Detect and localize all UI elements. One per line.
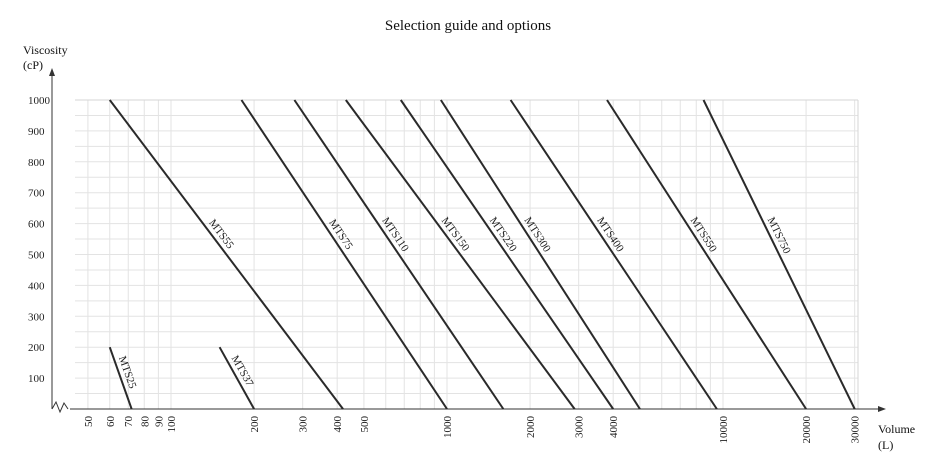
y-tick-label: 200	[28, 342, 45, 354]
series-line-mts55	[108, 99, 344, 410]
series-line-mts750	[702, 99, 856, 410]
x-tick-label: 3000	[574, 416, 586, 439]
series-line-mts75	[240, 99, 448, 410]
x-tick-label: 400	[332, 416, 344, 433]
y-axis-label-line-1: Viscosity	[23, 43, 68, 57]
x-axis-label-line-2: (L)	[878, 438, 894, 452]
x-tick-label: 200	[249, 416, 261, 433]
x-tick-label: 50	[83, 416, 95, 428]
x-tick-label: 20000	[801, 416, 813, 444]
x-axis-arrow-icon	[878, 406, 886, 412]
y-tick-label: 300	[28, 311, 45, 323]
x-tick-label: 10000	[718, 416, 730, 444]
x-tick-label: 30000	[850, 416, 862, 444]
y-tick-label: 900	[28, 126, 45, 138]
series-line-mts25	[108, 346, 133, 410]
series-line-mts300	[440, 99, 641, 410]
x-tick-label: 1000	[442, 416, 454, 439]
x-tick-label: 70	[123, 416, 135, 428]
grid	[75, 99, 859, 410]
x-tick-label: 2000	[525, 416, 537, 439]
y-tick-label: 500	[28, 250, 45, 262]
y-tick-label: 800	[28, 157, 45, 169]
y-axis-label: Viscosity (cP)	[23, 43, 68, 73]
y-tick-label: 400	[28, 280, 45, 292]
x-tick-label: 80	[139, 416, 151, 428]
series-line-mts400	[509, 99, 718, 410]
x-tick-label: 4000	[608, 416, 620, 439]
y-tick-label: 1000	[28, 95, 51, 107]
chart-title: Selection guide and options	[384, 18, 552, 34]
series-line-mts550	[606, 99, 807, 410]
series-line-mts37	[218, 346, 255, 410]
x-tick-label: 100	[166, 416, 178, 433]
y-tick-label: 600	[28, 219, 45, 231]
x-tick-label: 60	[105, 416, 117, 428]
y-axis-arrow-icon	[49, 68, 55, 76]
x-tick-label: 300	[298, 416, 310, 433]
y-axis-label-line-2: (cP)	[23, 58, 43, 72]
x-tick-label: 90	[153, 416, 165, 428]
x-axis-label-line-1: Volume	[878, 422, 916, 436]
y-tick-label: 100	[28, 373, 45, 385]
y-tick-label: 700	[28, 188, 45, 200]
axis-break-icon	[51, 400, 69, 414]
x-axis-label: Volume (L)	[878, 421, 915, 453]
axes	[49, 68, 886, 414]
series-line-mts110	[293, 99, 505, 410]
x-tick-label: 500	[359, 416, 371, 433]
series-line-mts220	[399, 99, 614, 410]
series-line-mts150	[345, 99, 576, 410]
tick-labels: 100 200 300 400 500 600 700 800 900 1000 50 60 70 80 9…	[28, 95, 862, 444]
